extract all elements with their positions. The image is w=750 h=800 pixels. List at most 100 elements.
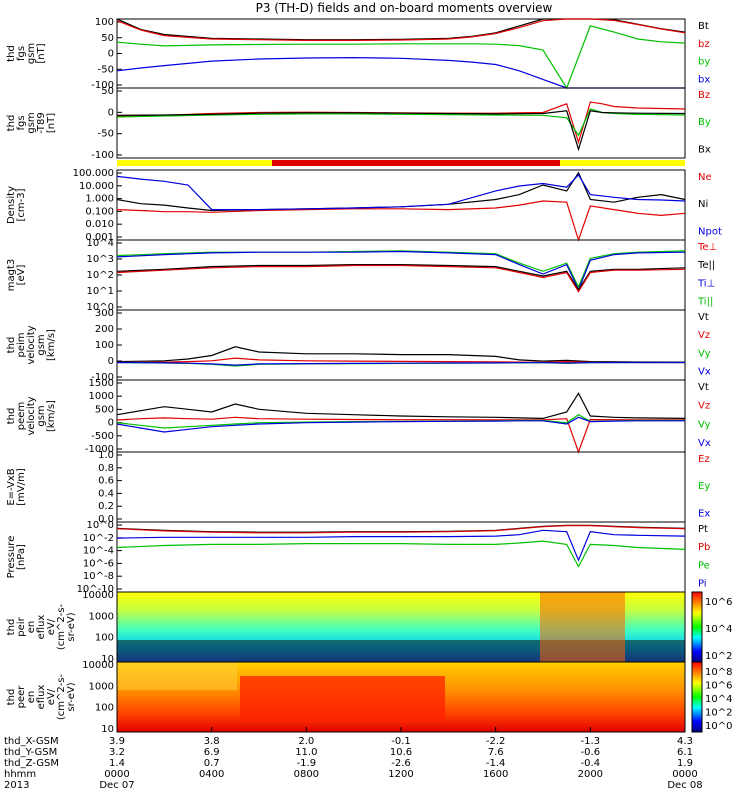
peim-velocity-ylabel-line: gsm <box>36 334 47 355</box>
density-ylabel-line: Density <box>6 186 17 224</box>
x-time-tick: 0800 <box>294 769 319 780</box>
peem-velocity-ytick-label: 1000 <box>89 391 114 402</box>
peim-velocity-series-Vt <box>116 346 686 363</box>
fgs-t89-ylabel-line: [nT] <box>46 113 57 133</box>
peim-velocity-legend-Vz: Vz <box>698 330 710 341</box>
fgs-series-bz <box>116 18 686 41</box>
fgs-legend-bx: bx <box>698 75 710 86</box>
x-row-value: 0.7 <box>204 758 220 769</box>
fgs-legend-by: by <box>698 57 710 68</box>
x-row-label-0: thd_X-GSM <box>4 736 59 747</box>
x-row-value: 2.0 <box>298 736 314 747</box>
peir-spectrogram-ylabel-line: eV/ <box>46 618 57 635</box>
peer-spectrogram-ylabel-line: (cm^2-s- <box>56 673 67 720</box>
fgs-ytick-label: -50 <box>98 64 114 75</box>
x-row-value: 7.6 <box>488 747 504 758</box>
peir-spectrogram-ylabel-line: (cm^2-s- <box>56 603 67 650</box>
x-time-tick: 0000 <box>672 769 697 780</box>
pressure-ytick-label: 10^0 <box>87 520 114 531</box>
x-row-value: 11.0 <box>295 747 317 758</box>
fgs-t89-legend-By: By <box>698 117 711 128</box>
fgs-t89-ylabel-line: fgs <box>16 115 27 130</box>
fgs-t89-series-Bz <box>116 101 686 145</box>
x-row-value: -0.4 <box>581 758 601 769</box>
peim-velocity-ylabel-line: thd <box>6 337 17 354</box>
pressure-legend-Pi: Pi <box>698 578 707 589</box>
pressure-ytick-label: 10^-2 <box>83 533 114 544</box>
fgs-t89-ytick-label: -50 <box>98 129 114 140</box>
density-legend-Ni: Ni <box>698 199 708 210</box>
x-row-value: -0.6 <box>581 747 601 758</box>
x-row-value: -1.9 <box>297 758 317 769</box>
peer-spectrogram-panel <box>116 661 703 733</box>
peir-spectrogram-ytick-label: 10000 <box>82 590 114 601</box>
peir-colorbar <box>691 591 703 663</box>
peir-spectrogram-panel: 10000 1000 100 10 thd peir en eflux eV/(cm^2-s-s… <box>6 590 732 665</box>
pressure-legend-Pe: Pe <box>698 560 710 571</box>
fgs-t89-ytick-label: 50 <box>101 86 114 97</box>
x-row-value: -0.1 <box>391 736 411 747</box>
efield-frame <box>116 451 686 523</box>
peer-spectrogram-ytick-label: 100 <box>95 703 114 714</box>
peim-velocity-ytick-label: 300 <box>95 308 114 319</box>
peer-spectrogram-ylabel-line: peer <box>16 685 27 709</box>
temperature-panel: 10^4 10^3 10^2 10^1 10^0 magt3 [eV] Te⊥ Te|| Ti⊥ T… <box>6 238 717 313</box>
pressure-series-Pi <box>116 529 686 562</box>
fgs-t89-ytick-label: 0 <box>108 107 114 118</box>
fgs-ytick-label: 0 <box>108 49 114 60</box>
fgs-ytick-label: 50 <box>101 33 114 44</box>
x-row-label-4: 2013 <box>4 780 29 791</box>
peim-velocity-ytick-label: -100 <box>91 372 114 383</box>
pressure-panel: 10^0 10^-2 10^-410^-6 10^-8 10^-10 Pressure [n… <box>6 520 710 595</box>
temperature-ytick-label: 10^2 <box>87 270 114 281</box>
fgs-t89-series-Bx <box>116 110 686 152</box>
efield-ytick-label: 1.0 <box>98 450 114 461</box>
peim-velocity-panel: 300 200 100 0 -100 thd peim velocity gsm [km/s] Vt… <box>6 308 711 383</box>
peer-spectrogram-colorbar-label: 10^2 <box>705 708 732 719</box>
temperature-series-Te⊥ <box>116 264 686 293</box>
fgs-legend-Bt: Bt <box>698 21 709 32</box>
density-frame <box>116 169 686 241</box>
temperature-ytick-label: 10^4 <box>87 238 114 249</box>
efield-ytick-label: 0.0 <box>98 514 114 525</box>
fgs-t89-ylabel-line: -T89 <box>36 112 47 134</box>
efield-ylabel-line: [mV/m] <box>16 468 27 506</box>
peir-spectrogram-colorbar-label: 10^4 <box>705 624 732 635</box>
peem-velocity-ytick-label: -500 <box>91 431 114 442</box>
fgs-ylabel-line: [nT] <box>36 43 47 63</box>
fgs-ytick-label: 100 <box>95 17 114 28</box>
x-row-label-1: thd_Y-GSM <box>4 747 57 758</box>
fgs-legend-bz: bz <box>698 39 710 50</box>
peer-spectrogram-ylabel-line: en <box>26 691 37 704</box>
fgs-frame <box>116 18 686 89</box>
peem-velocity-ylabel-line: [km/s] <box>46 400 57 432</box>
temperature-ytick-label: 10^3 <box>87 254 114 265</box>
pressure-ylabel-line: [nPa] <box>16 544 27 570</box>
temperature-series-Ti|| <box>116 250 686 289</box>
fgs-t89-ylabel-line: gsm <box>26 112 37 133</box>
x-row-value: 10.6 <box>390 747 412 758</box>
fgs-ylabel-line: thd <box>6 45 17 62</box>
fgs-t89-panel: 50 0 -50 -100 thd fgs gsm -T89 [nT] Bz By Bx <box>6 86 711 161</box>
density-ytick-label: 0.001 <box>85 232 114 243</box>
peem-velocity-ylabel-line: thd <box>6 408 17 425</box>
x-row-label-2: thd_Z-GSM <box>4 758 59 769</box>
x-date-end: Dec 08 <box>667 780 702 791</box>
pressure-legend-Pt: Pt <box>698 524 708 535</box>
efield-ytick-label: 0.8 <box>98 463 114 474</box>
density-ytick-label: 100.000 <box>73 168 114 179</box>
peem-velocity-ylabel-line: velocity <box>26 396 37 435</box>
peir-spectrogram-ytick-label: 1000 <box>89 611 114 622</box>
x-time-tick: 1200 <box>388 769 413 780</box>
x-row-value: -2.2 <box>486 736 506 747</box>
pressure-series-Pb <box>116 525 686 534</box>
x-row-value: 6.1 <box>677 747 693 758</box>
peir-spectrogram-ylabel-line: thd <box>6 619 17 636</box>
fgs-ylabel-line: fgs <box>16 46 27 61</box>
efield-legend-Ex: Ex <box>698 508 710 519</box>
x-row-label-3: hhmm <box>4 769 36 780</box>
peem-velocity-ytick-label: 0 <box>108 418 114 429</box>
peer-spectrogram-colorbar-label: 10^4 <box>705 694 732 705</box>
x-time-tick: 1600 <box>483 769 508 780</box>
